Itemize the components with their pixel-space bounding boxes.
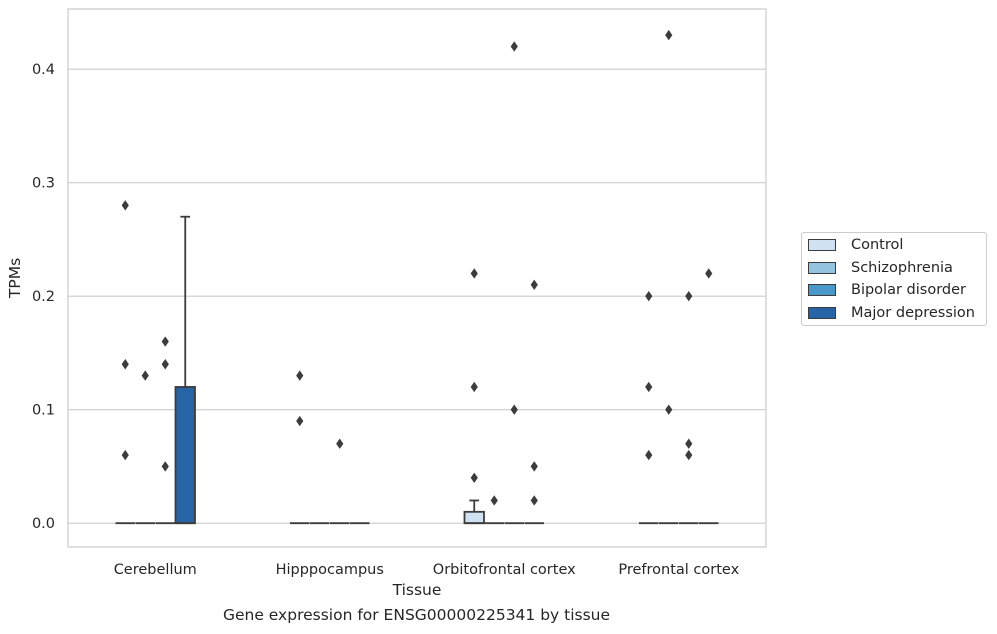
box-body xyxy=(463,510,485,525)
legend-item-major-depression: Major depression xyxy=(808,303,975,323)
outlier-points xyxy=(121,29,713,506)
legend-label-schizophrenia: Schizophrenia xyxy=(851,260,953,276)
outlier-point xyxy=(161,359,169,370)
box-control xyxy=(463,499,485,525)
x-axis-title: Tissue xyxy=(392,581,442,599)
outlier-point xyxy=(470,381,478,393)
outlier-point xyxy=(470,268,478,279)
legend-label-major-depression: Major depression xyxy=(851,305,975,321)
outlier-point xyxy=(645,381,653,393)
outlier-point xyxy=(296,370,304,381)
outlier-point xyxy=(530,461,538,472)
outlier-point xyxy=(490,495,498,506)
outlier-point xyxy=(161,461,169,472)
outlier-point xyxy=(645,290,653,302)
outlier-point xyxy=(530,279,538,291)
outlier-point xyxy=(336,438,344,449)
outlier-point xyxy=(141,370,149,381)
y-tick-label: 0.1 xyxy=(32,403,55,419)
legend-item-control: Control xyxy=(808,235,903,255)
figure-caption: Gene expression for ENSG00000225341 by t… xyxy=(222,606,611,624)
legend-swatch-control xyxy=(808,239,836,251)
outlier-point xyxy=(510,404,518,415)
x-tick-label: Prefrontal cortex xyxy=(618,562,739,578)
outlier-point xyxy=(685,449,693,461)
outlier-point xyxy=(510,41,518,52)
y-tick-label: 0.0 xyxy=(32,516,55,532)
box-body xyxy=(174,386,196,525)
outlier-point xyxy=(121,200,129,211)
outlier-point xyxy=(685,438,693,449)
outlier-point xyxy=(645,449,653,461)
outlier-point xyxy=(470,472,478,483)
y-axis-title: TPMs xyxy=(6,258,24,299)
legend-swatch-bipolar-disorder xyxy=(808,284,836,296)
y-tick-labels: 0.0 0.1 0.2 0.3 0.4 xyxy=(32,62,55,532)
outlier-point xyxy=(121,359,129,370)
x-tick-label: Hipppocampus xyxy=(276,562,384,578)
legend-swatch-major-depression xyxy=(808,307,836,319)
outlier-point xyxy=(665,29,673,41)
outlier-point xyxy=(121,449,129,461)
box-plot-series xyxy=(115,215,719,525)
outlier-point xyxy=(665,404,673,415)
x-tick-label: Orbitofrontal cortex xyxy=(433,562,576,578)
legend-label-control: Control xyxy=(851,237,904,253)
legend-item-bipolar-disorder: Bipolar disorder xyxy=(808,280,966,300)
legend: Control Schizophrenia Bipolar disorder M… xyxy=(801,232,987,326)
y-gridlines xyxy=(68,68,766,524)
legend-swatch-schizophrenia xyxy=(808,262,836,274)
y-tick-label: 0.3 xyxy=(32,176,55,192)
outlier-point xyxy=(530,495,538,506)
box-major-depression xyxy=(174,215,196,525)
y-tick-label: 0.4 xyxy=(32,62,55,78)
outlier-point xyxy=(296,415,304,427)
x-tick-label: Cerebellum xyxy=(114,562,197,578)
y-tick-label: 0.2 xyxy=(32,289,55,305)
outlier-point xyxy=(685,290,693,302)
plot-area-frame xyxy=(67,8,767,548)
legend-item-schizophrenia: Schizophrenia xyxy=(808,258,953,278)
outlier-point xyxy=(161,336,169,347)
legend-label-bipolar-disorder: Bipolar disorder xyxy=(851,282,966,298)
x-tick-labels: Cerebellum Hipppocampus Orbitofrontal cort… xyxy=(114,562,740,578)
outlier-point xyxy=(705,268,713,279)
